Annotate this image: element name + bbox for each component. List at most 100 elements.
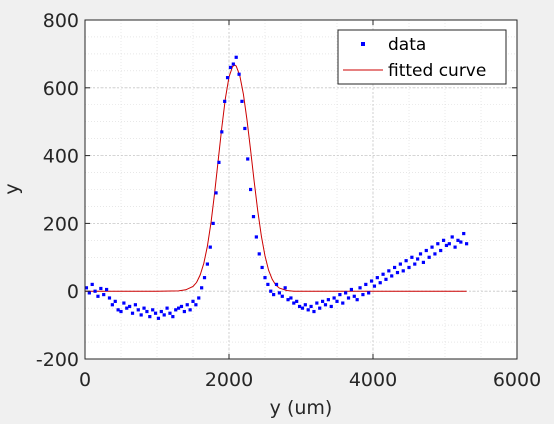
data-point xyxy=(231,62,235,66)
data-point xyxy=(436,242,440,246)
y-tick-label: 600 xyxy=(43,78,79,100)
data-point xyxy=(326,298,330,302)
data-point xyxy=(84,286,89,290)
data-point xyxy=(384,277,388,281)
data-point xyxy=(220,130,224,134)
data-point xyxy=(416,257,420,261)
data-point xyxy=(260,265,264,270)
data-point xyxy=(375,276,379,280)
data-point xyxy=(439,248,443,253)
plot-area-frame xyxy=(84,19,518,360)
data-point xyxy=(378,281,382,285)
legend-data-label: data xyxy=(388,35,426,55)
data-point xyxy=(424,248,428,253)
data-point xyxy=(297,304,302,309)
data-point xyxy=(240,99,244,103)
data-point xyxy=(390,274,394,278)
data-point xyxy=(352,294,356,298)
data-point xyxy=(269,289,273,293)
data-point xyxy=(266,282,270,287)
x-tick-label: 2000 xyxy=(205,369,253,391)
data-point xyxy=(96,294,100,298)
data-point xyxy=(145,309,149,314)
data-point xyxy=(208,245,212,249)
data-point xyxy=(142,306,146,310)
data-point xyxy=(427,255,431,259)
data-point xyxy=(349,287,353,292)
tick-marks xyxy=(84,19,518,360)
data-point xyxy=(306,308,310,312)
legend-data-marker xyxy=(361,42,365,46)
data-point xyxy=(254,235,258,239)
legend-fitted-curve-label: fitted curve xyxy=(388,61,486,81)
data-point xyxy=(93,289,97,293)
data-point xyxy=(257,252,261,256)
data-point xyxy=(87,291,91,295)
data-point xyxy=(398,262,402,266)
data-point xyxy=(165,306,169,310)
data-point xyxy=(309,304,313,309)
data-point xyxy=(410,255,414,259)
data-point xyxy=(128,304,132,309)
data-point xyxy=(341,301,345,305)
data-point xyxy=(413,262,417,266)
data-point xyxy=(450,235,454,239)
data-point xyxy=(295,299,299,303)
data-point xyxy=(332,296,336,300)
data-point xyxy=(113,299,117,303)
data-point xyxy=(156,316,161,320)
data-point xyxy=(361,292,365,297)
y-axis-label: y xyxy=(1,183,23,194)
data-point xyxy=(130,311,135,315)
data-point xyxy=(194,303,198,307)
data-point xyxy=(153,311,158,315)
data-point xyxy=(358,286,362,290)
data-point xyxy=(151,308,155,312)
data-point xyxy=(171,315,175,319)
data-point xyxy=(105,287,109,292)
data-point xyxy=(433,252,437,256)
data-series xyxy=(84,55,469,320)
data-point xyxy=(223,99,227,103)
data-point xyxy=(286,298,290,302)
data-point xyxy=(312,309,316,314)
data-point xyxy=(251,215,256,219)
data-point xyxy=(369,279,374,283)
data-point xyxy=(465,242,469,246)
data-point xyxy=(202,276,207,280)
data-point xyxy=(372,284,377,288)
data-point xyxy=(139,313,143,317)
data-point xyxy=(323,303,328,307)
y-tick-label: 400 xyxy=(43,146,79,168)
data-point xyxy=(191,299,195,303)
data-point xyxy=(182,309,186,314)
data-point xyxy=(335,299,339,303)
data-point xyxy=(367,291,371,295)
data-point xyxy=(99,286,103,291)
data-point xyxy=(133,303,137,307)
data-point xyxy=(102,292,106,297)
data-point xyxy=(179,304,184,309)
y-tick-label: 0 xyxy=(67,281,79,303)
data-point xyxy=(321,299,325,303)
data-point xyxy=(234,55,238,59)
data-point xyxy=(188,308,192,312)
y-tick-label: 200 xyxy=(43,213,79,235)
data-point xyxy=(185,303,189,307)
data-point xyxy=(277,291,281,295)
data-point xyxy=(355,298,359,302)
data-point xyxy=(401,269,405,273)
data-point xyxy=(174,308,178,312)
data-point xyxy=(107,296,112,300)
data-point xyxy=(459,240,463,244)
data-point xyxy=(381,272,385,276)
data-point xyxy=(430,245,434,249)
data-point xyxy=(421,260,425,264)
data-point xyxy=(274,282,279,287)
data-point xyxy=(289,296,293,300)
data-point xyxy=(177,306,181,310)
data-point xyxy=(205,262,209,266)
legend-box xyxy=(337,29,507,85)
data-point xyxy=(217,160,221,164)
